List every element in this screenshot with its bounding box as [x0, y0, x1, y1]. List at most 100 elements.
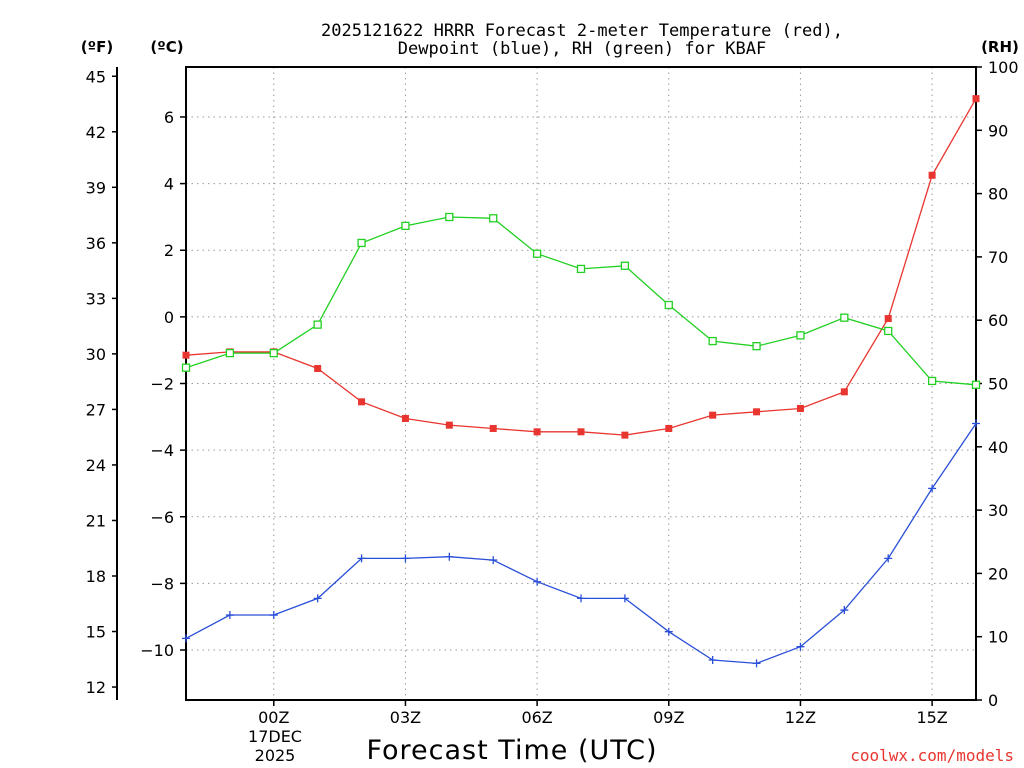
temperature-point-16	[884, 315, 892, 323]
fahrenheit-tick-label: 42	[86, 123, 106, 142]
fahrenheit-tick-label: 36	[86, 234, 106, 253]
dewpoint-point-17	[928, 484, 937, 493]
rh-tick-label: 30	[988, 501, 1008, 520]
dewpoint-point-14	[796, 642, 805, 651]
rh-point-6	[445, 212, 454, 222]
rh-tick-label: 90	[988, 121, 1008, 140]
celsius-tick-label: 2	[164, 241, 174, 260]
rh-point-14	[796, 331, 805, 340]
rh-point-16	[884, 326, 893, 336]
rh-point-5	[401, 221, 410, 231]
celsius-tick-label: 4	[164, 175, 174, 194]
rh-point-10	[620, 261, 630, 270]
date-label-day: 17DEC	[248, 727, 302, 746]
fahrenheit-tick-label: 15	[86, 623, 106, 642]
dewpoint-point-12	[708, 656, 717, 665]
data-series	[181, 95, 981, 668]
x-tick-label-12Z: 12Z	[785, 708, 816, 727]
rh-point-12	[708, 336, 717, 346]
temperature-point-0	[182, 351, 190, 359]
x-tick-label-15Z: 15Z	[916, 708, 947, 727]
chart-title-line-2: Dewpoint (blue), RH (green) for KBAF	[398, 39, 766, 59]
dewpoint-point-18	[972, 419, 980, 428]
x-tick-label-00Z: 00Z	[258, 708, 289, 727]
rh-point-8	[532, 249, 542, 258]
rh-tick-label: 60	[988, 311, 1008, 330]
temperature-point-17	[928, 171, 936, 179]
fahrenheit-tick-label: 30	[86, 345, 106, 364]
rh-tick-label: 40	[988, 438, 1008, 457]
rh-series-line	[185, 216, 977, 386]
temperature-point-9	[577, 428, 585, 436]
gridlines	[186, 67, 976, 700]
fahrenheit-tick-label: 24	[86, 456, 106, 475]
x-tick-label-06Z: 06Z	[521, 708, 552, 727]
dewpoint-point-13	[752, 659, 761, 668]
celsius-unit-label: (ºC)	[150, 38, 183, 56]
fahrenheit-tick-label: 39	[86, 178, 106, 197]
rh-point-15	[840, 313, 849, 322]
rh-tick-label: 20	[988, 564, 1008, 583]
temperature-point-5	[401, 414, 409, 422]
dewpoint-point-16	[884, 554, 893, 563]
rh-point-18	[971, 380, 981, 389]
dewpoint-point-15	[840, 606, 849, 615]
rh-point-9	[576, 264, 586, 274]
fahrenheit-tick-label: 45	[86, 67, 106, 86]
rh-tick-label: 50	[988, 375, 1008, 394]
temperature-point-10	[621, 431, 629, 439]
temperature-point-4	[358, 398, 366, 406]
rh-tick-label: 80	[988, 185, 1008, 204]
temperature-point-6	[445, 421, 453, 429]
fahrenheit-tick-label: 27	[86, 400, 106, 419]
dewpoint-point-11	[664, 627, 673, 636]
dewpoint-point-9	[577, 594, 585, 603]
rh-point-1	[225, 348, 235, 358]
rh-tick-label: 70	[988, 248, 1008, 267]
rh-point-4	[357, 238, 366, 248]
dewpoint-point-7	[489, 556, 498, 565]
temperature-point-8	[533, 428, 541, 436]
x-tick-label-09Z: 09Z	[653, 708, 684, 727]
fahrenheit-tick-label: 21	[86, 511, 106, 530]
temperature-point-14	[796, 404, 804, 412]
rh-point-2	[269, 348, 278, 358]
celsius-tick-label: −2	[150, 375, 174, 394]
source-credit: coolwx.com/models	[850, 746, 1014, 765]
rh-point-7	[489, 214, 498, 223]
x-tick-label-03Z: 03Z	[390, 708, 421, 727]
chart-title-line-1: 2025121622 HRRR Forecast 2-meter Tempera…	[321, 21, 843, 41]
celsius-tick-label: −8	[150, 574, 174, 593]
rh-tick-label: 10	[988, 628, 1008, 647]
dewpoint-point-10	[620, 594, 629, 603]
dewpoint-series-line	[185, 423, 977, 665]
dewpoint-point-1	[225, 611, 234, 620]
celsius-tick-label: 6	[164, 108, 174, 127]
temperature-point-18	[972, 95, 980, 103]
celsius-tick-label: −4	[150, 441, 174, 460]
dewpoint-point-8	[533, 577, 542, 586]
dewpoint-point-4	[357, 554, 366, 563]
rh-point-0	[181, 363, 191, 372]
dewpoint-point-5	[401, 554, 410, 563]
fahrenheit-tick-label: 12	[86, 678, 106, 697]
celsius-tick-label: −10	[140, 641, 174, 660]
temperature-point-11	[665, 424, 673, 432]
temperature-point-3	[314, 365, 322, 373]
rh-tick-label: 100	[988, 58, 1019, 77]
x-axis-title: Forecast Time (UTC)	[366, 735, 657, 766]
rh-point-11	[664, 300, 673, 310]
rh-point-3	[313, 320, 322, 329]
dewpoint-point-6	[445, 552, 454, 561]
fahrenheit-unit-label: (ºF)	[81, 38, 113, 56]
celsius-tick-label: 0	[164, 308, 174, 327]
temperature-point-7	[489, 424, 497, 432]
date-label-year: 2025	[255, 746, 296, 765]
axes: 4542393633302724211815126420−2−4−6−8−101…	[86, 58, 1019, 727]
rh-tick-label: 0	[988, 691, 998, 710]
celsius-tick-label: −6	[150, 508, 174, 527]
dewpoint-point-3	[313, 594, 322, 603]
temperature-point-12	[709, 411, 717, 419]
rh-point-17	[927, 376, 937, 386]
